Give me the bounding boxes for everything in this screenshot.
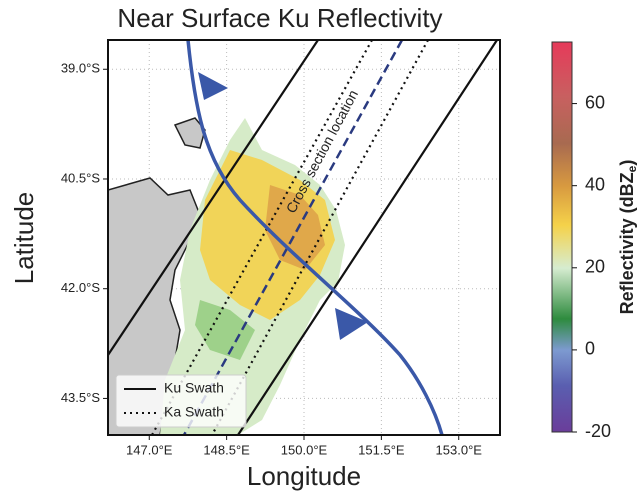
colorbar-tick-label: 0 — [585, 339, 595, 359]
colorbar-label: Reflectivity (dBZe) — [617, 160, 639, 315]
colorbar-tick-label: 60 — [585, 92, 605, 112]
y-tick-label: 42.0°S — [61, 280, 101, 295]
x-axis-label: Longitude — [247, 461, 361, 491]
colorbar — [552, 42, 572, 432]
chart: Near Surface Ku Reflectivity Longitude L… — [0, 0, 640, 497]
x-tick-label: 150.0°E — [281, 442, 328, 457]
legend: Ku Swath Ka Swath — [116, 375, 246, 427]
legend-label: Ku Swath — [164, 380, 224, 396]
y-tick-label: 39.0°S — [61, 61, 101, 76]
chart-title: Near Surface Ku Reflectivity — [117, 3, 442, 33]
y-tick-label: 40.5°S — [61, 170, 101, 185]
front-arrow — [335, 308, 368, 340]
colorbar-tick-label: 40 — [585, 174, 605, 194]
x-tick-label: 148.5°E — [203, 442, 250, 457]
y-axis-label: Latitude — [9, 192, 39, 285]
x-tick-label: 147.0°E — [126, 442, 173, 457]
front-arrow — [198, 72, 228, 100]
colorbar-label-text: Reflectivity (dBZ — [617, 172, 637, 314]
colorbar-label-end: ) — [617, 160, 637, 166]
legend-label: Ka Swath — [164, 404, 224, 420]
x-tick-label: 153.0°E — [436, 442, 483, 457]
x-tick-label: 151.5°E — [358, 442, 405, 457]
colorbar-tick-label: -20 — [585, 421, 611, 441]
colorbar-tick-label: 20 — [585, 257, 605, 277]
y-tick-label: 43.5°S — [61, 390, 101, 405]
